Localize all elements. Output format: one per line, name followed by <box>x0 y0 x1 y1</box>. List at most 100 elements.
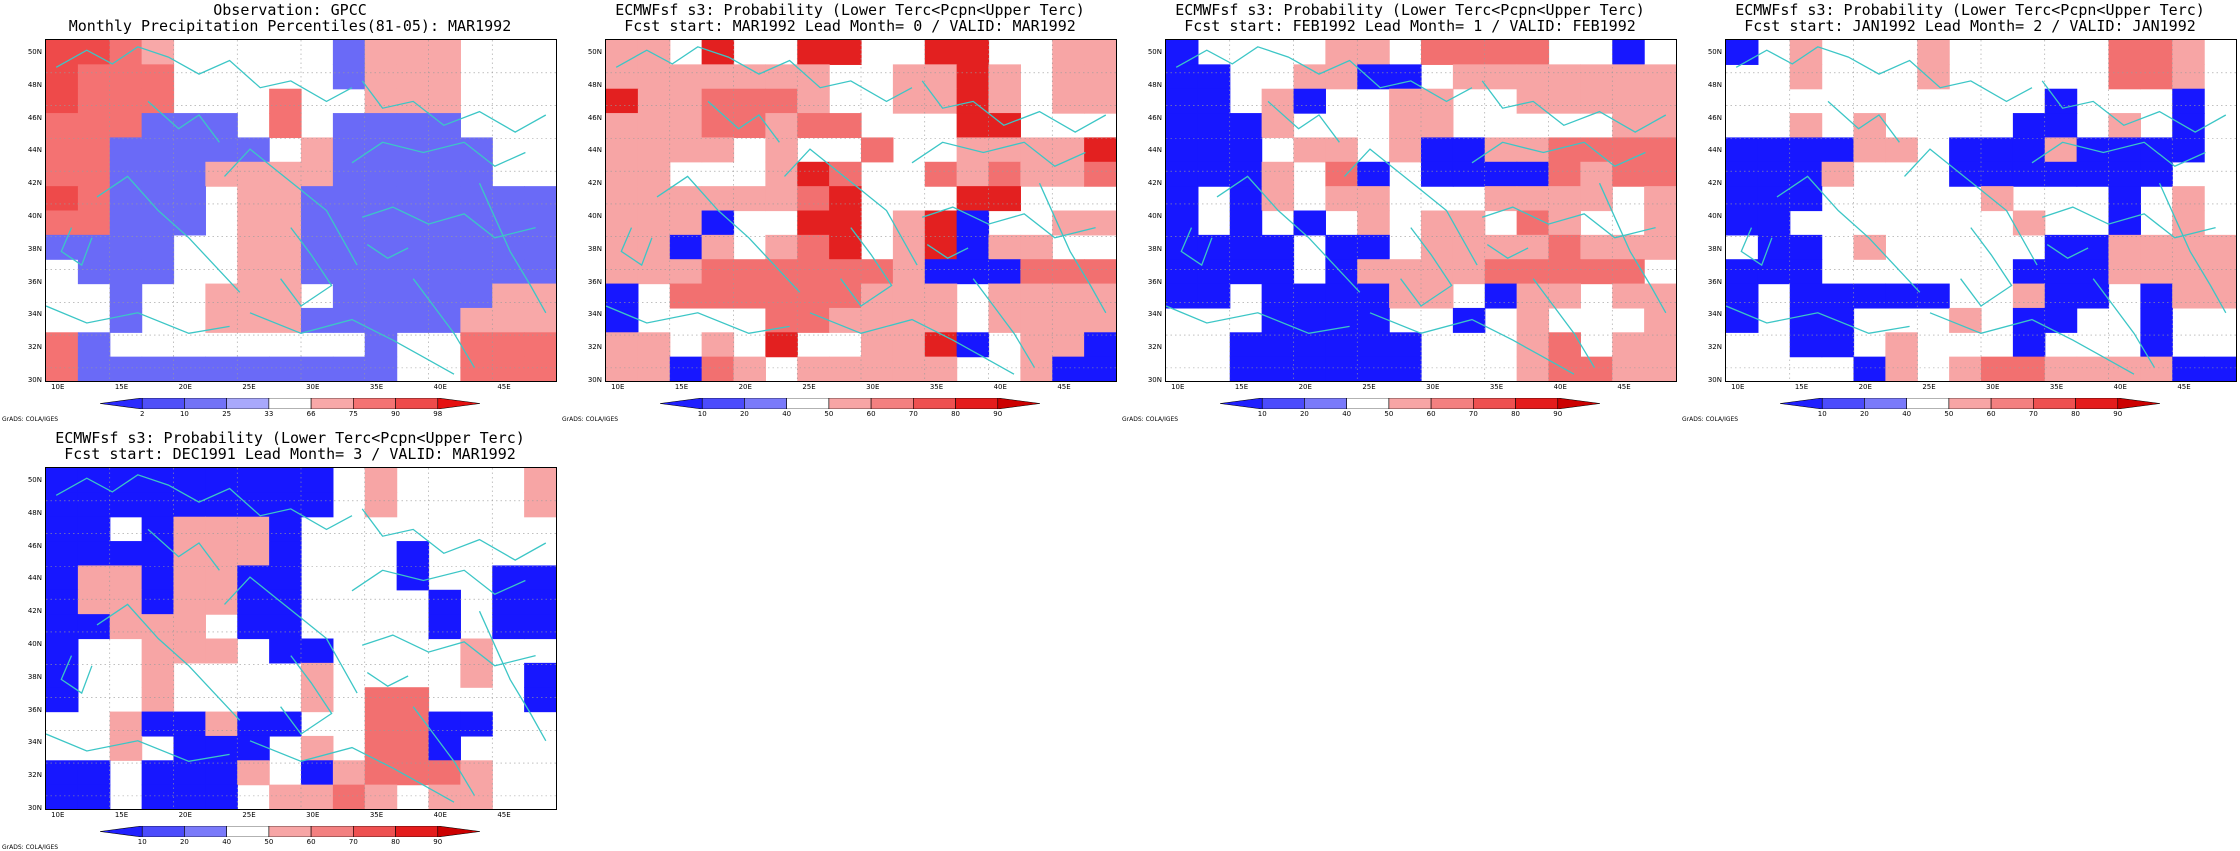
lat-tick-label: 48N <box>587 80 602 89</box>
grid-cell <box>173 356 206 381</box>
coastline <box>1481 206 1656 239</box>
grid-cell <box>1325 40 1358 65</box>
grid-cell <box>956 161 990 187</box>
grid-cell <box>141 614 175 640</box>
grid-cell <box>1612 113 1645 139</box>
grid-cell <box>1229 113 1263 139</box>
grid-cell <box>524 332 556 358</box>
grid-cell <box>2044 259 2078 285</box>
grid-cell <box>861 332 894 358</box>
grid-cell <box>524 662 556 688</box>
grid-cell <box>1580 259 1613 285</box>
grid-cell <box>669 356 703 381</box>
colorbar-swatch <box>395 398 439 409</box>
grid-cell <box>1644 210 1676 236</box>
grid-cell <box>1084 210 1116 236</box>
grid-cell <box>1644 356 1676 381</box>
lat-tick-label: 38N <box>27 672 42 681</box>
grid-cell <box>1726 161 1759 187</box>
grid-cell <box>396 161 430 187</box>
grid-cell <box>1261 356 1295 381</box>
grid-cell <box>109 113 143 139</box>
colorbar-swatch <box>100 398 143 409</box>
grid-cell <box>1197 234 1231 260</box>
grid-cell <box>1325 259 1358 285</box>
lat-tick-label: 36N <box>27 277 42 286</box>
map-svg <box>606 40 1116 381</box>
grid-cell <box>1052 332 1085 358</box>
map-svg <box>46 40 556 381</box>
grid-cell <box>829 234 862 260</box>
grid-cell <box>1516 64 1550 90</box>
colorbar-label: 40 <box>782 410 792 418</box>
lat-tick-label: 40N <box>587 212 602 221</box>
grid-cell <box>1644 186 1676 212</box>
grid-cell <box>141 210 175 236</box>
panel-title-line1: ECMWFsf s3: Probability (Lower Terc<Pcpn… <box>55 429 525 447</box>
grid-cell <box>701 137 735 163</box>
colorbar-label: 20 <box>1859 410 1869 418</box>
grid-cell <box>669 210 703 236</box>
grid-cell <box>173 589 206 615</box>
grid-cell <box>269 356 302 381</box>
grid-cell <box>1981 161 2014 187</box>
grid-cell <box>797 64 830 90</box>
grid-cell <box>2172 356 2205 381</box>
panel-title-line1: ECMWFsf s3: Probability (Lower Terc<Pcpn… <box>615 1 1085 19</box>
grid-cell <box>141 760 175 786</box>
grid-cell <box>141 541 175 567</box>
grid-cell <box>1020 332 1053 358</box>
grid-cell <box>924 283 958 309</box>
colorbar-swatch <box>353 398 396 409</box>
colorbar-label: 25 <box>222 410 232 418</box>
grid-cell <box>1612 332 1645 358</box>
grid-cell <box>460 186 493 212</box>
lat-tick-label: 30N <box>1707 376 1722 384</box>
grid-cell <box>396 234 430 260</box>
lon-tick-label: 35E <box>929 383 944 391</box>
map-area <box>1165 39 1677 382</box>
grid-cell <box>1726 210 1759 236</box>
panel-title-line1: ECMWFsf s3: Probability (Lower Terc<Pcpn… <box>1175 1 1645 19</box>
grid-cell <box>1726 283 1759 309</box>
grid-cell <box>2140 332 2173 358</box>
grid-cell <box>301 161 334 187</box>
coastline <box>60 655 93 695</box>
lat-tick-label: 42N <box>587 179 602 188</box>
grid-cell <box>492 259 525 285</box>
grid-cell <box>269 234 302 260</box>
lon-tick-label: 30E <box>866 383 880 391</box>
grads-credit: GrADS: COLA/IGES <box>1682 416 1739 423</box>
grid-cell <box>46 516 79 542</box>
grid-cell <box>396 64 430 90</box>
lon-tick-label: 10E <box>1731 383 1745 391</box>
grid-cell <box>1644 137 1676 163</box>
grid-cell <box>2204 234 2236 260</box>
grid-cell <box>606 259 639 285</box>
grid-cell <box>765 332 798 358</box>
grid-cell <box>269 614 302 640</box>
grid-cell <box>1516 283 1550 309</box>
grid-cell <box>1166 234 1199 260</box>
grid-cell <box>332 760 366 786</box>
grid-cell <box>77 88 111 114</box>
coastline <box>412 706 475 796</box>
grid-cell <box>141 64 175 90</box>
grid-cell <box>892 64 926 90</box>
grid-cell <box>301 468 334 493</box>
grid-cell <box>1357 283 1390 309</box>
grid-cell <box>492 565 525 591</box>
colorbar-swatch <box>226 398 270 409</box>
grid-cell <box>269 711 302 737</box>
grid-cell <box>1548 234 1581 260</box>
colorbar-swatch <box>2117 398 2160 409</box>
colorbar-swatch <box>1780 398 1823 409</box>
grid-cell <box>1757 186 1791 212</box>
grid-cell <box>332 64 366 90</box>
grid-cell <box>1789 283 1823 309</box>
lon-tick-label: 15E <box>1794 383 1809 391</box>
grid-cell <box>332 356 366 381</box>
grid-cell <box>1229 186 1263 212</box>
grid-cell <box>46 234 79 260</box>
coastline <box>2041 80 2227 133</box>
